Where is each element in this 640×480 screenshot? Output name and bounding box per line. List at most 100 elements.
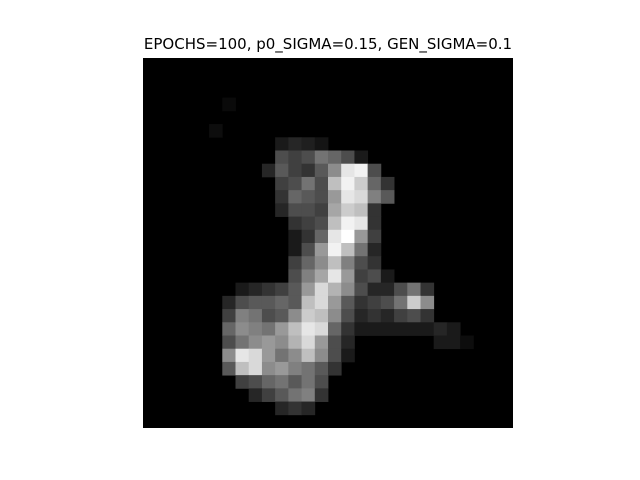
heatmap-cell [301,256,316,270]
heatmap-cell [354,243,369,257]
heatmap-cell [380,176,395,191]
heatmap-cell [235,335,250,350]
heatmap-cell [354,282,369,297]
heatmap-cell [380,295,395,310]
heatmap-cell [314,361,329,376]
heatmap-cell [420,282,435,297]
heatmap-cell [380,269,395,284]
heatmap-cell [328,361,342,376]
heatmap-cell [367,203,382,217]
heatmap-cell [288,163,302,178]
heatmap-cell [341,309,355,323]
heatmap-cell [341,256,355,270]
heatmap-cell [301,361,316,376]
heatmap-cell [354,295,369,310]
heatmap-cell [301,203,316,217]
heatmap-cell [341,216,355,231]
heatmap-cell [328,269,342,284]
heatmap-cell [275,150,289,165]
heatmap-cell [261,309,276,323]
heatmap-cell [394,282,408,297]
heatmap-cell [288,322,302,336]
heatmap-cell [301,309,316,323]
heatmap-cell [209,124,223,138]
heatmap-cell [354,216,369,231]
heatmap-cell [446,322,461,336]
heatmap-cell [222,309,236,323]
heatmap-cell [354,163,369,178]
heatmap-cell [314,137,329,151]
heatmap-cell [275,137,289,151]
heatmap-cell [420,309,435,323]
heatmap-cell [288,361,302,376]
heatmap-cell [314,176,329,191]
heatmap-cell [354,322,369,336]
heatmap-cell [235,309,250,323]
heatmap-cell [328,150,342,165]
heatmap-cell [314,335,329,350]
heatmap-cell [248,335,263,350]
heatmap-cell [341,269,355,284]
heatmap-cell [367,269,382,284]
heatmap-cell [380,190,395,204]
heatmap-cell [288,309,302,323]
heatmap-cell [288,335,302,350]
heatmap-cell [407,295,421,310]
heatmap-cell [275,375,289,389]
heatmap-cell [341,229,355,244]
heatmap-cell [394,295,408,310]
heatmap-cell [314,309,329,323]
chart-title: EPOCHS=100, p0_SIGMA=0.15, GEN_SIGMA=0.1 [144,35,512,54]
heatmap-cell [341,322,355,336]
heatmap-cell [301,269,316,284]
heatmap-cell [407,282,421,297]
heatmap-cell [275,388,289,402]
heatmap-cell [235,295,250,310]
heatmap-cell [288,256,302,270]
heatmap-cell [314,150,329,165]
heatmap-cell [301,150,316,165]
heatmap-cell [301,190,316,204]
heatmap-cell [275,295,289,310]
heatmap-cell [301,216,316,231]
heatmap-cell [314,269,329,284]
heatmap-cell [275,361,289,376]
heatmap-cell [301,322,316,336]
heatmap-cell [328,322,342,336]
heatmap-cell [354,203,369,217]
heatmap-cell [301,137,316,151]
heatmap-cell [261,388,276,402]
heatmap-cell [328,256,342,270]
heatmap-cell [288,282,302,297]
heatmap-cell [288,269,302,284]
heatmap-cell [354,176,369,191]
heatmap-cell [301,163,316,178]
heatmap-cell [288,150,302,165]
heatmap-cell [341,176,355,191]
heatmap-cell [248,388,263,402]
heatmap-cell [367,190,382,204]
heatmap-cell [367,229,382,244]
heatmap-cell [288,243,302,257]
heatmap-cell [433,335,448,350]
heatmap-cell [380,309,395,323]
heatmap-cell [354,229,369,244]
heatmap-cell [367,243,382,257]
heatmap-cell [301,295,316,310]
heatmap-cell [261,335,276,350]
heatmap-cell [407,322,421,336]
heatmap-cell [301,335,316,350]
heatmap-cell [314,295,329,310]
heatmap-cell [288,137,302,151]
heatmap-cell [354,269,369,284]
heatmap-cell [341,282,355,297]
heatmap-cell [288,348,302,363]
heatmap-cell [275,322,289,336]
heatmap-cell [248,309,263,323]
heatmap-cell [288,401,302,416]
heatmap-cell [248,282,263,297]
heatmap-cell [314,203,329,217]
heatmap-cell [261,375,276,389]
heatmap-cell [420,322,435,336]
heatmap-cell [354,309,369,323]
